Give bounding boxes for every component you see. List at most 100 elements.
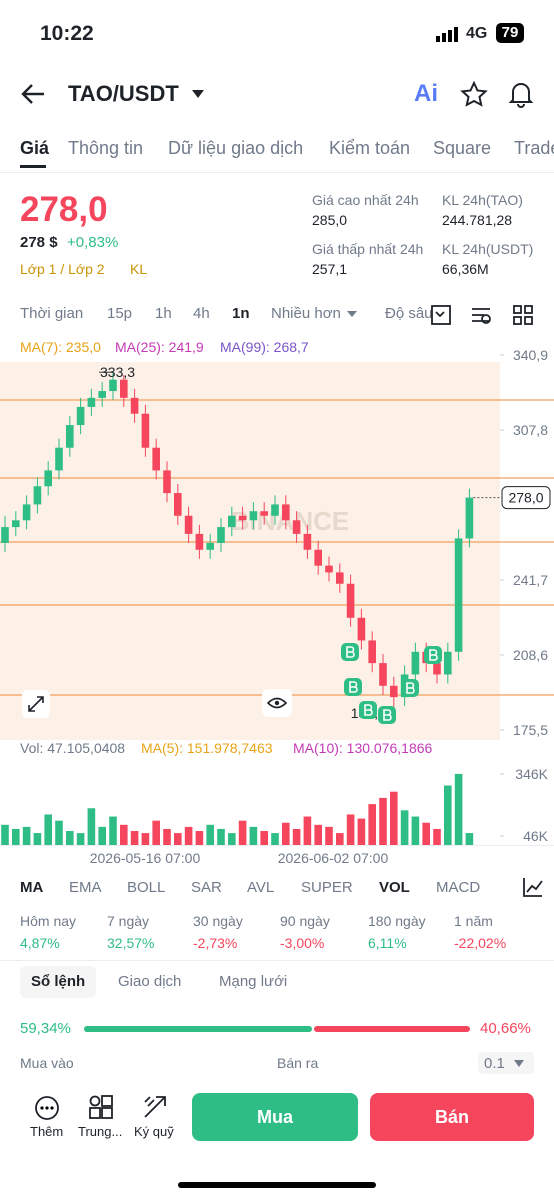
volume-bar [465,833,474,846]
indicator[interactable]: MA [20,879,44,896]
volume-bar [390,791,398,846]
pair-dropdown[interactable] [191,89,205,99]
candle-body [152,447,160,471]
interval[interactable]: Thời gian [20,305,84,322]
interval[interactable]: Độ sâu [385,305,433,322]
indicator[interactable]: BOLL [127,879,166,896]
tab[interactable]: Kiểm toán [329,138,411,158]
book-tab[interactable]: Mạng lưới [219,973,288,990]
interval[interactable]: Nhiều hơn [271,305,341,322]
stat-label: KL 24h(TAO) [442,192,523,208]
indicator[interactable]: SAR [191,879,222,896]
back-button[interactable] [20,82,46,106]
volume-bar [411,816,420,846]
candle-body [33,486,42,505]
step-dropdown [514,1060,524,1067]
volume-bar [260,831,268,846]
perf-value: -3,00% [280,935,325,951]
volume-bar [325,826,333,846]
volume-bar [33,833,42,846]
alert-button[interactable] [508,80,534,108]
buy-ratio: 59,34% [20,1020,71,1037]
margin-label[interactable]: Ký quỹ [134,1124,174,1139]
candle-body [379,663,387,686]
volume-bar [141,833,150,846]
candle-body [87,397,96,407]
eye-pupil [274,700,280,706]
volume-bar [282,822,290,846]
stat-value: 66,36M [442,261,489,277]
book-tab[interactable]: Sổ lệnh [20,966,97,998]
more-label[interactable]: Thêm [30,1124,64,1139]
interval[interactable]: 1n [232,305,250,322]
volume-legend: Vol: 47.105,0408 [20,740,125,756]
volume-bar [87,808,96,846]
candle-body [465,497,474,539]
volume-bar [292,828,301,846]
volume-bar [271,833,279,846]
tab[interactable]: Dữ liệu giao dịch [168,138,304,158]
candle-body [249,511,258,521]
volume-bar [368,804,376,846]
ma-legend: MA(25): 241,9 [115,339,204,355]
indicator[interactable]: SUPER [301,879,353,896]
pair-title[interactable]: TAO/USDT [68,81,179,106]
tab[interactable]: Square [433,138,492,158]
indicator-settings[interactable] [522,876,544,898]
volume-bar [454,773,463,846]
y-tick-label: 241,7 [513,572,548,588]
candle-body [368,640,376,664]
buy-ratio-bar [84,1026,313,1032]
more-dropdown [347,311,357,317]
battery: 79 [496,23,524,43]
center-label[interactable]: Trung... [78,1124,123,1139]
volume-bar [357,818,366,846]
volume-bar [422,822,430,846]
tab-underline [20,165,46,168]
book-tab[interactable]: Giao dịch [118,973,182,990]
volume-bar [109,816,117,846]
volume-bar [44,814,52,846]
buy-marker-b [429,649,438,661]
interval[interactable]: 1h [155,305,172,322]
ai-button[interactable]: Ai [414,80,438,107]
tab[interactable]: Thông tin [68,138,144,158]
volume-bar [400,810,409,846]
tab[interactable]: Giá [20,138,50,158]
indicator[interactable]: EMA [69,879,102,896]
volume-bar [444,785,452,846]
buy-marker-b [364,704,373,716]
volume-bar [130,831,139,846]
candlestick-chart: BINANCE340,9307,8241,7208,6175,5333,3183… [0,347,554,865]
candle-body [444,651,452,675]
stat-label: KL 24h(USDT) [442,241,534,257]
sell-button[interactable]: Bán [370,1093,534,1141]
indicator[interactable]: MACD [436,879,481,896]
indicator[interactable]: AVL [247,879,275,896]
candle-body [292,520,301,534]
candle-body [325,565,333,573]
volume-bar [238,820,247,846]
perf-label: 30 ngày [193,913,243,929]
interval[interactable]: 15p [107,305,133,322]
volume-bar [249,826,258,846]
interval[interactable]: 4h [193,305,210,322]
layer-tag[interactable]: Lớp 1 / Lớp 2 [20,261,105,277]
center-icon[interactable] [88,1094,114,1120]
more-icon[interactable] [34,1095,60,1121]
tab[interactable]: Trade [514,138,554,158]
indicator[interactable]: VOL [379,879,410,896]
buy-marker [424,646,442,664]
candle-body [130,397,139,414]
margin-icon[interactable] [142,1094,168,1120]
buy-button[interactable]: Mua [192,1093,358,1141]
buy-marker [401,679,419,697]
chart-tools[interactable] [430,304,540,326]
favorite-button[interactable] [460,81,488,107]
kl-tag[interactable]: KL [130,261,148,277]
step-select[interactable] [478,1052,534,1074]
candle-body [206,542,214,550]
candle-body [195,533,204,550]
volume-bar [76,833,85,846]
